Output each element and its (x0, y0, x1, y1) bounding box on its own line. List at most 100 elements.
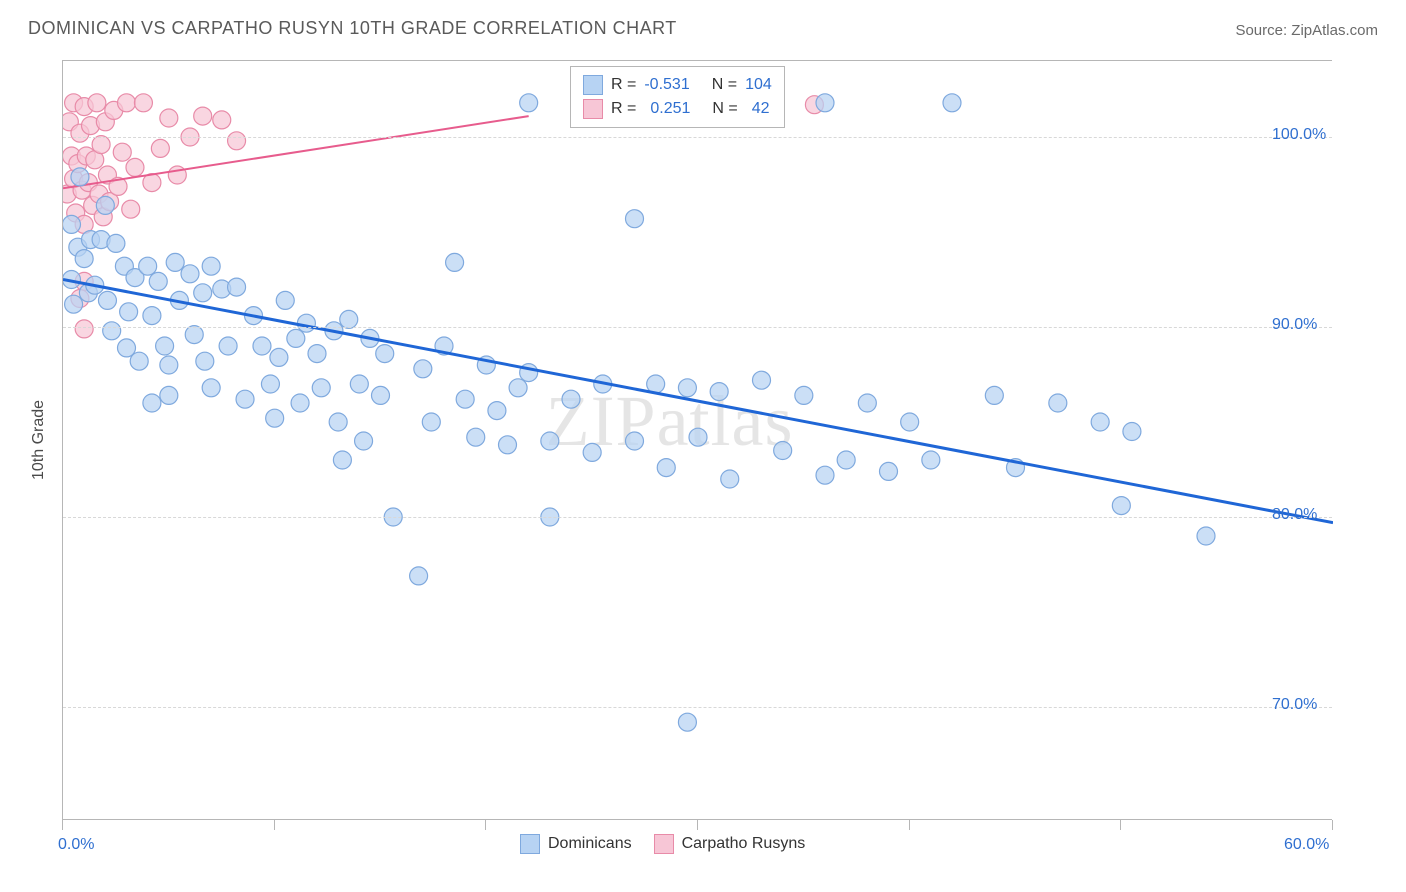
x-tick-mark (909, 820, 910, 830)
series-legend-label: Dominicans (548, 835, 632, 853)
data-point (253, 337, 271, 355)
data-point (456, 390, 474, 408)
data-point (710, 383, 728, 401)
data-point (143, 394, 161, 412)
data-point (333, 451, 351, 469)
data-point (1123, 423, 1141, 441)
data-point (266, 409, 284, 427)
data-point (837, 451, 855, 469)
data-point (96, 196, 114, 214)
data-point (63, 215, 80, 233)
y-tick-label: 70.0% (1272, 696, 1317, 714)
data-point (139, 257, 157, 275)
data-point (160, 386, 178, 404)
data-point (816, 94, 834, 112)
y-axis-label: 10th Grade (30, 400, 48, 480)
data-point (901, 413, 919, 431)
series-legend-carpatho: Carpatho Rusyns (654, 834, 806, 854)
legend-r-dominicans: -0.531 (644, 73, 689, 97)
data-point (130, 352, 148, 370)
data-point (120, 303, 138, 321)
legend-n-carpatho: 42 (746, 97, 770, 121)
data-point (122, 200, 140, 218)
series-legend-dominicans: Dominicans (520, 834, 632, 854)
y-tick-label: 90.0% (1272, 316, 1317, 334)
data-point (291, 394, 309, 412)
data-point (92, 136, 110, 154)
data-point (985, 386, 1003, 404)
data-point (65, 295, 83, 313)
data-point (467, 428, 485, 446)
y-tick-label: 100.0% (1272, 126, 1326, 144)
data-point (816, 466, 834, 484)
legend-n-label: N = (712, 97, 737, 121)
trend-line (63, 116, 529, 188)
data-point (228, 278, 246, 296)
data-point (151, 139, 169, 157)
chart-title: DOMINICAN VS CARPATHO RUSYN 10TH GRADE C… (28, 18, 677, 39)
data-point (340, 310, 358, 328)
x-tick-label: 0.0% (58, 836, 94, 854)
data-point (943, 94, 961, 112)
data-point (236, 390, 254, 408)
data-point (350, 375, 368, 393)
data-point (678, 713, 696, 731)
data-point (308, 345, 326, 363)
x-tick-label: 60.0% (1284, 836, 1329, 854)
legend-n-dominicans: 104 (745, 73, 772, 97)
data-point (1049, 394, 1067, 412)
data-point (118, 94, 136, 112)
data-point (520, 94, 538, 112)
data-point (156, 337, 174, 355)
data-point (721, 470, 739, 488)
legend-r-carpatho: 0.251 (644, 97, 690, 121)
gridline (63, 327, 1332, 328)
data-point (626, 210, 644, 228)
data-point (312, 379, 330, 397)
data-point (213, 111, 231, 129)
data-point (1197, 527, 1215, 545)
gridline (63, 137, 1332, 138)
data-point (202, 257, 220, 275)
data-point (160, 109, 178, 127)
data-point (509, 379, 527, 397)
data-point (276, 291, 294, 309)
data-point (287, 329, 305, 347)
correlation-legend: R = -0.531 N = 104 R = 0.251 N = 42 (570, 66, 785, 128)
data-point (922, 451, 940, 469)
chart-plot-area: ZIPatlas (62, 60, 1332, 820)
legend-r-label: R = (611, 73, 636, 97)
series-legend: Dominicans Carpatho Rusyns (520, 834, 805, 854)
data-point (126, 158, 144, 176)
data-point (149, 272, 167, 290)
legend-n-label: N = (712, 73, 737, 97)
data-point (880, 462, 898, 480)
data-point (103, 322, 121, 340)
data-point (202, 379, 220, 397)
x-tick-mark (1332, 820, 1333, 830)
data-point (583, 443, 601, 461)
data-point (181, 265, 199, 283)
data-point (88, 94, 106, 112)
x-tick-mark (62, 820, 63, 830)
legend-r-label: R = (611, 97, 636, 121)
data-point (107, 234, 125, 252)
swatch-dominicans-icon (583, 75, 603, 95)
gridline (63, 517, 1332, 518)
source-label: Source: ZipAtlas.com (1235, 22, 1378, 39)
data-point (657, 459, 675, 477)
data-point (689, 428, 707, 446)
data-point (166, 253, 184, 271)
data-point (626, 432, 644, 450)
data-point (372, 386, 390, 404)
data-point (261, 375, 279, 393)
data-point (410, 567, 428, 585)
data-point (134, 94, 152, 112)
data-point (194, 284, 212, 302)
data-point (376, 345, 394, 363)
x-tick-mark (485, 820, 486, 830)
data-point (71, 168, 89, 186)
data-point (446, 253, 464, 271)
data-point (75, 320, 93, 338)
data-point (678, 379, 696, 397)
